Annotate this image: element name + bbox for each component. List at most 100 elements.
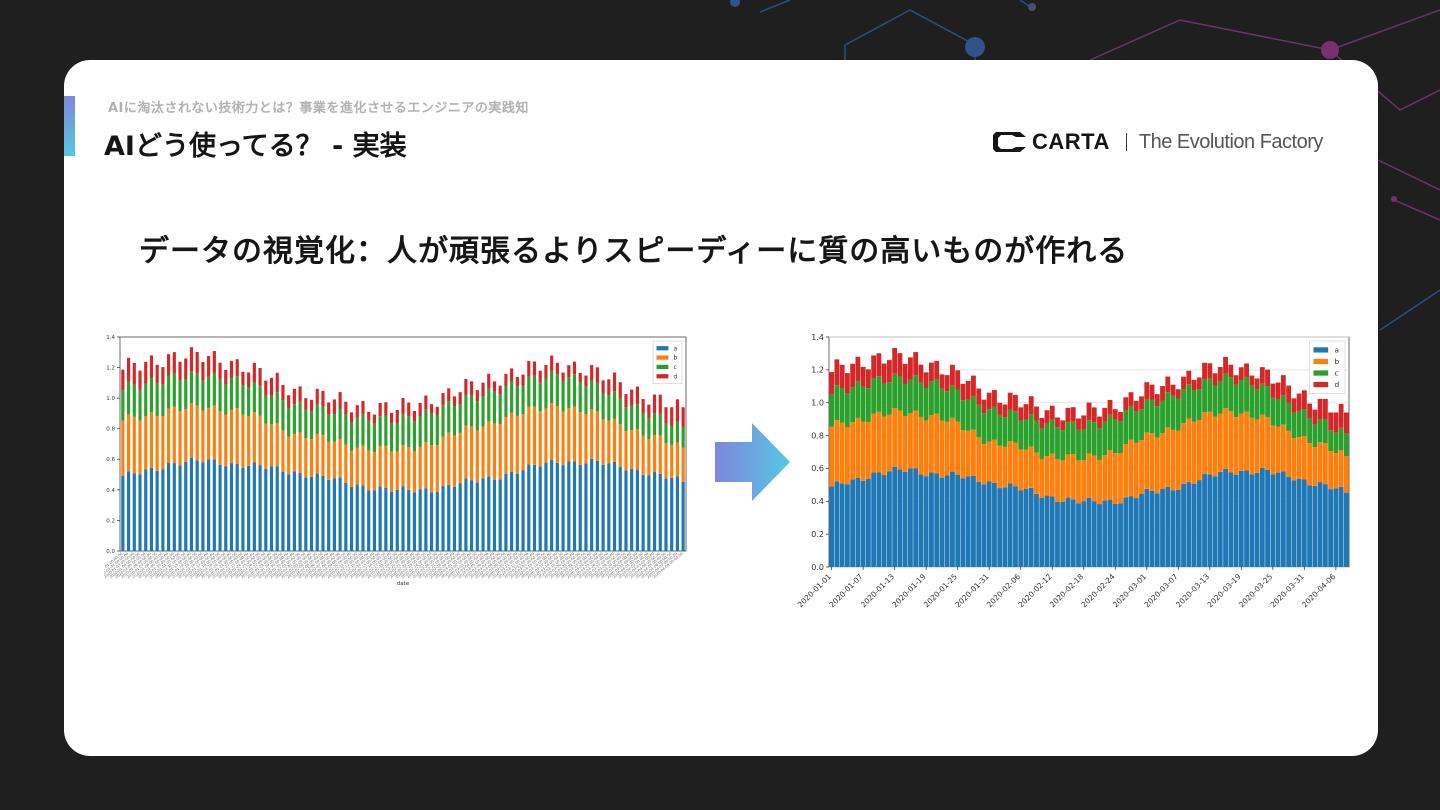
bar-segment-b: [1154, 437, 1160, 494]
bar-segment-c: [218, 379, 222, 412]
bar-segment-c: [161, 384, 165, 417]
bar-segment-a: [452, 486, 457, 551]
bar-segment-c: [504, 385, 508, 418]
bar-segment-a: [572, 461, 577, 551]
bar-segment-b: [578, 412, 582, 465]
bar-segment-a: [367, 490, 371, 551]
bar-segment-b: [955, 421, 961, 475]
bar-segment-d: [384, 402, 388, 416]
bar-segment-b: [1307, 443, 1313, 486]
bar-segment-c: [607, 395, 611, 421]
carta-logo: CARTA The Evolution Factory: [992, 126, 1323, 158]
bar-segment-b: [327, 441, 331, 480]
bar-segment-a: [1291, 480, 1297, 567]
bar-segment-b: [981, 444, 987, 485]
bar-segment-c: [275, 392, 279, 424]
bar-segment-d: [510, 368, 514, 382]
bar-segment-a: [555, 462, 559, 551]
bar-segment-b: [298, 432, 302, 473]
bar-segment-a: [1160, 489, 1165, 567]
bar-segment-b: [218, 411, 222, 465]
bar-segment-b: [834, 420, 840, 482]
bar-segment-a: [612, 461, 617, 551]
bar-segment-c: [1102, 421, 1108, 456]
bar-segment-d: [144, 361, 148, 384]
bar-segment-a: [1039, 497, 1045, 567]
bar-segment-a: [578, 464, 582, 551]
bar-segment-d: [1217, 367, 1223, 382]
bar-segment-d: [1170, 384, 1176, 396]
bar-segment-c: [907, 379, 913, 414]
bar-segment-d: [132, 362, 136, 385]
bar-segment-b: [309, 439, 314, 477]
bar-segment-a: [865, 478, 871, 567]
bar-segment-b: [907, 413, 913, 469]
bar-segment-c: [965, 399, 971, 431]
bar-segment-b: [418, 446, 422, 490]
bar-segment-c: [1112, 419, 1118, 454]
bar-segment-a: [229, 463, 234, 551]
bar-segment-d: [309, 399, 314, 412]
bar-segment-b: [1013, 442, 1018, 487]
bar-segment-a: [1013, 486, 1018, 567]
bar-segment-b: [1223, 408, 1228, 469]
bar-segment-c: [1133, 411, 1139, 443]
bar-segment-d: [918, 364, 924, 383]
bar-segment-a: [321, 475, 325, 551]
bar-segment-c: [1244, 376, 1249, 412]
bar-segment-d: [424, 395, 428, 410]
bar-segment-b: [897, 410, 903, 470]
bar-segment-a: [258, 465, 262, 551]
bar-segment-c: [1055, 427, 1060, 460]
bar-segment-b: [1249, 417, 1255, 475]
y-tick-label: 1.2: [106, 365, 115, 371]
bar-segment-c: [1191, 390, 1197, 422]
bar-segment-d: [1144, 382, 1150, 400]
bar-segment-b: [1322, 443, 1328, 485]
bar-segment-c: [929, 381, 934, 416]
bar-segment-b: [515, 415, 519, 474]
bar-segment-b: [1170, 429, 1176, 491]
bar-segment-a: [1338, 486, 1344, 567]
bar-segment-c: [1070, 421, 1076, 455]
bar-segment-c: [944, 391, 950, 422]
bar-segment-a: [149, 467, 154, 551]
bar-segment-b: [850, 422, 856, 480]
bar-segment-a: [1317, 482, 1323, 567]
bar-segment-c: [510, 381, 514, 413]
bar-segment-a: [1202, 473, 1207, 567]
bar-segment-c: [981, 413, 987, 445]
legend-label-d: d: [1335, 380, 1340, 389]
bar-segment-c: [829, 394, 835, 427]
bar-segment-d: [338, 392, 342, 409]
bar-segment-d: [1165, 376, 1171, 393]
bar-segment-b: [189, 403, 194, 458]
bar-segment-c: [207, 376, 211, 408]
bar-segment-c: [1223, 373, 1228, 409]
bar-segment-d: [1007, 392, 1013, 410]
bar-segment-c: [1317, 419, 1323, 443]
bar-segment-b: [212, 405, 216, 460]
bar-segment-c: [475, 401, 479, 431]
bar-segment-d: [670, 407, 674, 427]
bar-segment-a: [590, 458, 594, 551]
carta-c-icon: [993, 132, 1026, 152]
bar-segment-a: [658, 473, 662, 551]
bar-segment-c: [1160, 400, 1165, 434]
bar-segment-b: [1291, 438, 1297, 481]
bar-segment-a: [630, 468, 634, 551]
bar-segment-b: [918, 416, 924, 475]
bar-segment-c: [960, 400, 966, 431]
bar-segment-a: [1049, 496, 1055, 567]
bar-segment-c: [224, 384, 228, 415]
bar-segment-a: [475, 482, 479, 551]
bar-segment-d: [1212, 373, 1218, 386]
bar-segment-a: [167, 462, 171, 551]
bar-segment-d: [647, 404, 651, 419]
bar-segment-d: [475, 390, 479, 402]
bar-segment-c: [630, 405, 634, 431]
bar-segment-c: [1097, 428, 1102, 460]
bar-segment-c: [1301, 409, 1307, 436]
bar-segment-c: [1270, 397, 1276, 426]
bar-segment-c: [1170, 395, 1176, 430]
